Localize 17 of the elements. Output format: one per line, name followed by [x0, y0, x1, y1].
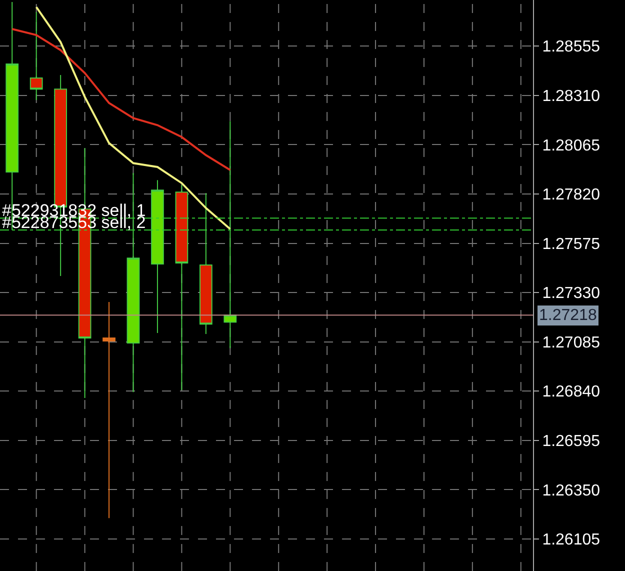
line-series [11, 28, 232, 172]
y-tick-label: 1.27085 [542, 334, 600, 352]
candlestick [30, 12, 43, 100]
y-tick-label: 1.26595 [542, 433, 600, 450]
y-tick-label: 1.26105 [542, 532, 600, 549]
y-tick-label: 1.28555 [542, 38, 600, 56]
ref-line-label: 1.27218 [539, 307, 597, 324]
y-tick-label: 1.26840 [542, 384, 600, 401]
y-tick-label: 1.27575 [542, 236, 600, 253]
candlestick [102, 302, 116, 519]
y-tick-label: 1.28065 [542, 137, 600, 154]
y-tick-label: 1.26350 [542, 482, 600, 500]
y-tick-label: 1.27820 [542, 186, 600, 204]
candlestick [151, 180, 164, 334]
candlestick [200, 192, 212, 334]
y-tick-label: 1.28310 [542, 88, 600, 105]
y-tick-label: 1.27330 [542, 285, 600, 302]
